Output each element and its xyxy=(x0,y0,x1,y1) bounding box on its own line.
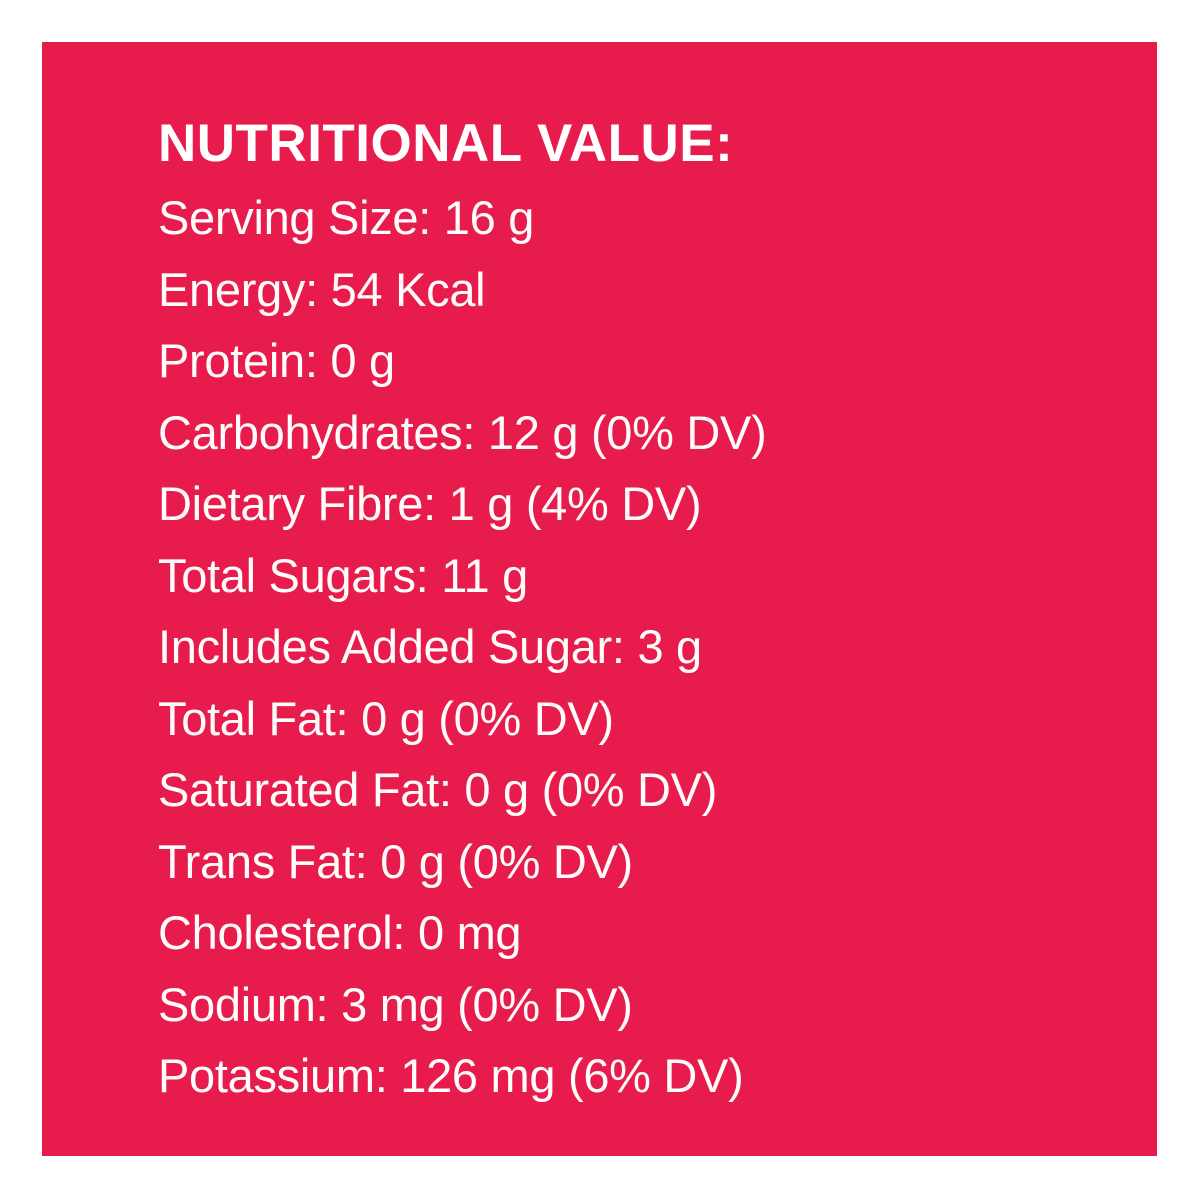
nutrient-value: 11 g xyxy=(441,548,528,602)
nutrition-row-potassium: Potassium: 126 mg (6% DV) xyxy=(158,1040,1117,1112)
nutrition-row-cholesterol: Cholesterol: 0 mg xyxy=(158,897,1117,969)
nutrient-value: 0 g (0% DV) xyxy=(464,763,718,816)
nutrition-row-saturated-fat: Saturated Fat: 0 g (0% DV) xyxy=(158,754,1117,826)
nutrient-value: 0 mg xyxy=(417,906,522,959)
nutrition-row-sodium: Sodium: 3 mg (0% DV) xyxy=(158,969,1117,1041)
nutrient-label: Total Sugars: xyxy=(158,548,429,602)
nutrient-value: 0 g (0% DV) xyxy=(361,691,614,745)
nutrient-value: 16 g xyxy=(443,191,535,244)
nutrient-value: 126 mg (6% DV) xyxy=(400,1049,744,1102)
nutrition-row-protein: Protein: 0 g xyxy=(158,325,1117,397)
nutrient-value: 0 g xyxy=(330,334,395,387)
nutrition-row-energy: Energy: 54 Kcal xyxy=(158,254,1117,326)
nutrition-row-added-sugar: Includes Added Sugar: 3 g xyxy=(158,611,1117,683)
nutrient-label: Total Fat: xyxy=(158,691,349,745)
nutrient-value: 1 g (4% DV) xyxy=(448,477,702,530)
nutrition-row-trans-fat: Trans Fat: 0 g (0% DV) xyxy=(158,826,1117,898)
nutrient-value: 12 g (0% DV) xyxy=(487,405,767,459)
nutrient-value: 54 Kcal xyxy=(330,262,486,316)
nutrition-row-total-sugars: Total Sugars: 11 g xyxy=(158,540,1117,612)
nutrient-label: Sodium: xyxy=(158,977,329,1031)
nutrient-value: 3 g xyxy=(637,620,702,673)
nutrition-label-content: NUTRITIONAL VALUE: Serving Size: 16 g En… xyxy=(158,108,1117,1112)
nutrition-row-serving-size: Serving Size: 16 g xyxy=(158,182,1117,254)
nutrient-label: Potassium: xyxy=(158,1049,388,1102)
nutrient-value: 3 mg (0% DV) xyxy=(341,977,633,1031)
nutrition-label-card: NUTRITIONAL VALUE: Serving Size: 16 g En… xyxy=(42,42,1157,1156)
nutrition-label-title: NUTRITIONAL VALUE: xyxy=(158,114,734,173)
nutrition-row-total-fat: Total Fat: 0 g (0% DV) xyxy=(158,683,1117,755)
nutrition-row-carbohydrates: Carbohydrates: 12 g (0% DV) xyxy=(158,397,1117,469)
nutrient-label: Includes Added Sugar: xyxy=(158,620,625,673)
nutrient-label: Energy: xyxy=(158,262,318,316)
nutrient-label: Cholesterol: xyxy=(158,906,406,959)
nutrient-label: Serving Size: xyxy=(158,191,432,244)
nutrient-label: Saturated Fat: xyxy=(158,763,452,816)
nutrient-value: 0 g (0% DV) xyxy=(380,834,633,888)
nutrient-label: Dietary Fibre: xyxy=(158,477,436,530)
nutrient-label: Protein: xyxy=(158,334,318,387)
nutrient-label: Carbohydrates: xyxy=(158,405,476,459)
nutrition-row-dietary-fibre: Dietary Fibre: 1 g (4% DV) xyxy=(158,468,1117,540)
nutrient-label: Trans Fat: xyxy=(158,834,368,888)
